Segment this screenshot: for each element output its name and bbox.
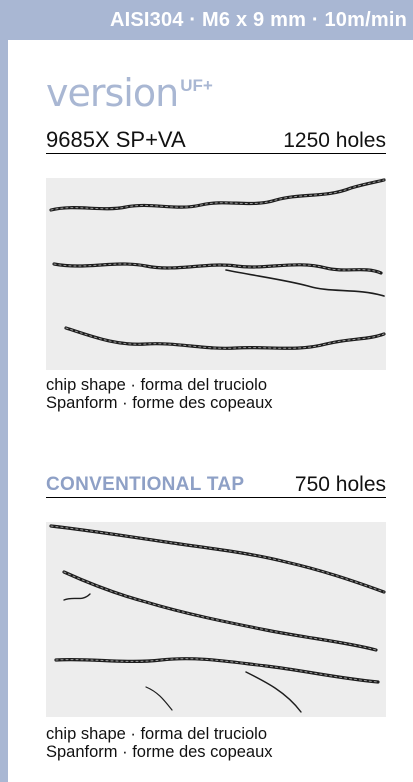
chip-strands-conventional (49, 524, 386, 713)
chip-caption-conventional: chip shape · forma del truciolo Spanform… (46, 725, 386, 761)
caption-line-2: Spanform · forme des copeaux (46, 743, 273, 761)
conventional-title-row: CONVENTIONAL TAP 750 holes (46, 471, 386, 498)
product-name: 9685X SP+VA (46, 127, 186, 152)
logo-word: version (46, 71, 179, 115)
left-accent-bar (0, 0, 8, 782)
chip-photo-conventional (46, 522, 386, 717)
logo-superscript: UF+ (180, 76, 213, 95)
header-banner: AISI304 · M6 x 9 mm · 10m/min (8, 0, 413, 40)
conventional-name: CONVENTIONAL TAP (46, 474, 245, 495)
chip-caption-product: chip shape · forma del truciolo Spanform… (46, 376, 386, 412)
chip-photo-product (46, 178, 386, 370)
product-holes: 1250 holes (283, 129, 386, 152)
product-title-row: 9685X SP+VA 1250 holes (46, 127, 386, 154)
caption-line-1: chip shape · forma del truciolo (46, 725, 268, 743)
caption-line-1: chip shape · forma del truciolo (46, 376, 268, 394)
conventional-holes: 750 holes (294, 473, 386, 496)
header-text: AISI304 · M6 x 9 mm · 10m/min (109, 8, 407, 31)
caption-line-2: Spanform · forme des copeaux (46, 394, 273, 412)
chip-strands-product (49, 178, 386, 350)
version-uf-logo: version UF+ (46, 70, 213, 116)
